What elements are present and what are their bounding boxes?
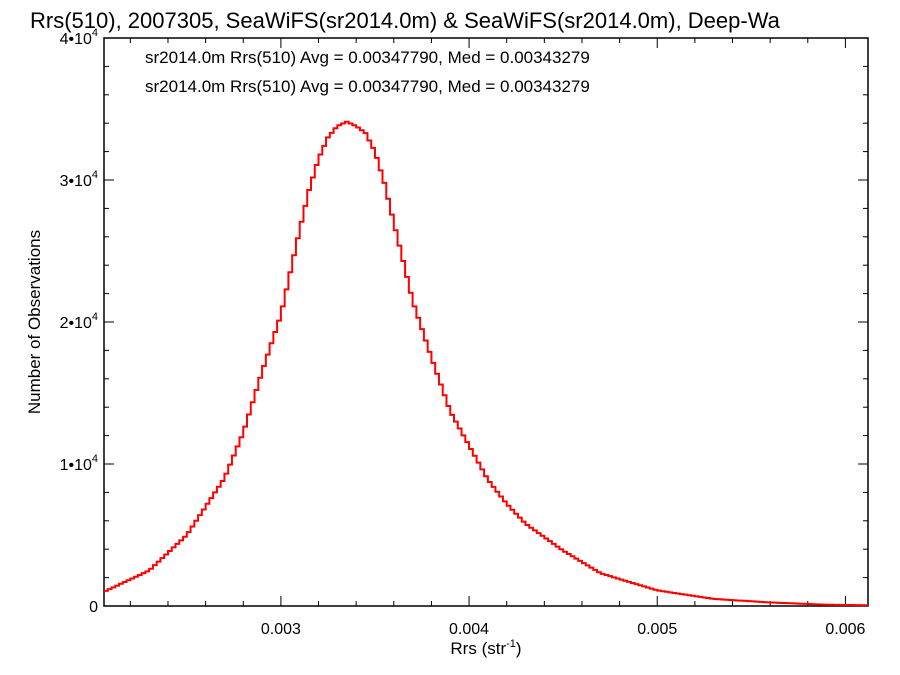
y-tick-label-base: 4•10	[60, 31, 92, 48]
y-tick-label: 1•104	[60, 453, 98, 474]
y-tick-label: 3•104	[60, 169, 98, 190]
x-tick-label: 0.003	[261, 621, 301, 638]
x-tick-label: 0.004	[449, 621, 489, 638]
x-axis-label-text: Rrs (str	[450, 639, 506, 658]
y-tick-label: 4•104	[60, 27, 98, 48]
y-tick-label-exp: 4	[92, 453, 98, 465]
y-tick-label: 2•104	[60, 311, 98, 332]
x-axis: 0.003 0.004 0.005 0.006	[129, 38, 866, 638]
plot-frame	[103, 37, 869, 607]
x-axis-label-sup: -1	[506, 638, 516, 650]
y-tick-label: 0	[89, 599, 98, 616]
annotation-black: sr2014.0m Rrs(510) Avg = 0.00347790, Med…	[145, 48, 590, 67]
y-tick-label-base: 0	[89, 599, 98, 616]
chart-title: Rrs(510), 2007305, SeaWiFS(sr2014.0m) & …	[30, 8, 781, 33]
x-tick-label: 0.005	[637, 621, 677, 638]
annotation-red: sr2014.0m Rrs(510) Avg = 0.00347790, Med…	[145, 77, 590, 96]
y-tick-label-exp: 4	[92, 169, 98, 181]
x-axis-label: Rrs (str-1)	[450, 638, 521, 658]
series-histogram-line	[104, 120, 868, 607]
y-axis-label: Number of Observations	[25, 230, 44, 414]
x-tick-label: 0.006	[825, 621, 865, 638]
y-tick-label-exp: 4	[92, 311, 98, 323]
y-tick-label-base: 3•10	[60, 173, 92, 190]
y-tick-label-exp: 4	[92, 27, 98, 39]
y-tick-label-base: 1•10	[60, 457, 92, 474]
x-axis-label-suffix: )	[516, 639, 522, 658]
y-tick-label-base: 2•10	[60, 315, 92, 332]
